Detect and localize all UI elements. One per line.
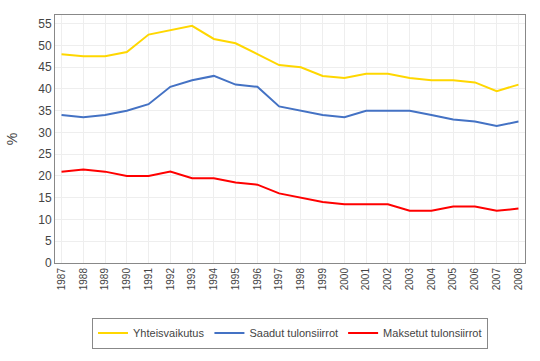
- svg-text:2006: 2006: [469, 268, 480, 291]
- svg-text:1992: 1992: [165, 268, 176, 291]
- svg-text:1989: 1989: [99, 268, 110, 291]
- svg-text:20: 20: [38, 169, 52, 183]
- svg-text:30: 30: [38, 126, 52, 140]
- svg-text:%: %: [4, 133, 20, 145]
- svg-text:1993: 1993: [186, 268, 197, 291]
- svg-text:1995: 1995: [230, 268, 241, 291]
- svg-text:2005: 2005: [447, 268, 458, 291]
- svg-text:0: 0: [45, 256, 52, 270]
- svg-text:2007: 2007: [491, 268, 502, 291]
- svg-text:1991: 1991: [143, 268, 154, 291]
- svg-text:1996: 1996: [252, 268, 263, 291]
- svg-text:55: 55: [38, 17, 52, 31]
- svg-text:2001: 2001: [360, 268, 371, 291]
- svg-text:1994: 1994: [208, 268, 219, 291]
- svg-text:2003: 2003: [404, 268, 415, 291]
- svg-text:5: 5: [45, 234, 52, 248]
- svg-text:10: 10: [38, 213, 52, 227]
- svg-text:2004: 2004: [426, 268, 437, 291]
- svg-text:45: 45: [38, 60, 52, 74]
- svg-text:40: 40: [38, 82, 52, 96]
- svg-text:2002: 2002: [382, 268, 393, 291]
- svg-text:50: 50: [38, 39, 52, 53]
- svg-text:15: 15: [38, 191, 52, 205]
- svg-text:Maksetut tulonsiirrot: Maksetut tulonsiirrot: [383, 327, 481, 339]
- svg-text:2000: 2000: [339, 268, 350, 291]
- svg-text:25: 25: [38, 147, 52, 161]
- svg-text:Saadut tulonsiirrot: Saadut tulonsiirrot: [249, 327, 338, 339]
- svg-text:1988: 1988: [78, 268, 89, 291]
- svg-text:1990: 1990: [121, 268, 132, 291]
- svg-text:1998: 1998: [295, 268, 306, 291]
- svg-text:1999: 1999: [317, 268, 328, 291]
- svg-text:2008: 2008: [513, 268, 524, 291]
- svg-text:1997: 1997: [273, 268, 284, 291]
- svg-text:Yhteisvaikutus: Yhteisvaikutus: [133, 327, 204, 339]
- svg-text:1987: 1987: [56, 268, 67, 291]
- svg-text:35: 35: [38, 104, 52, 118]
